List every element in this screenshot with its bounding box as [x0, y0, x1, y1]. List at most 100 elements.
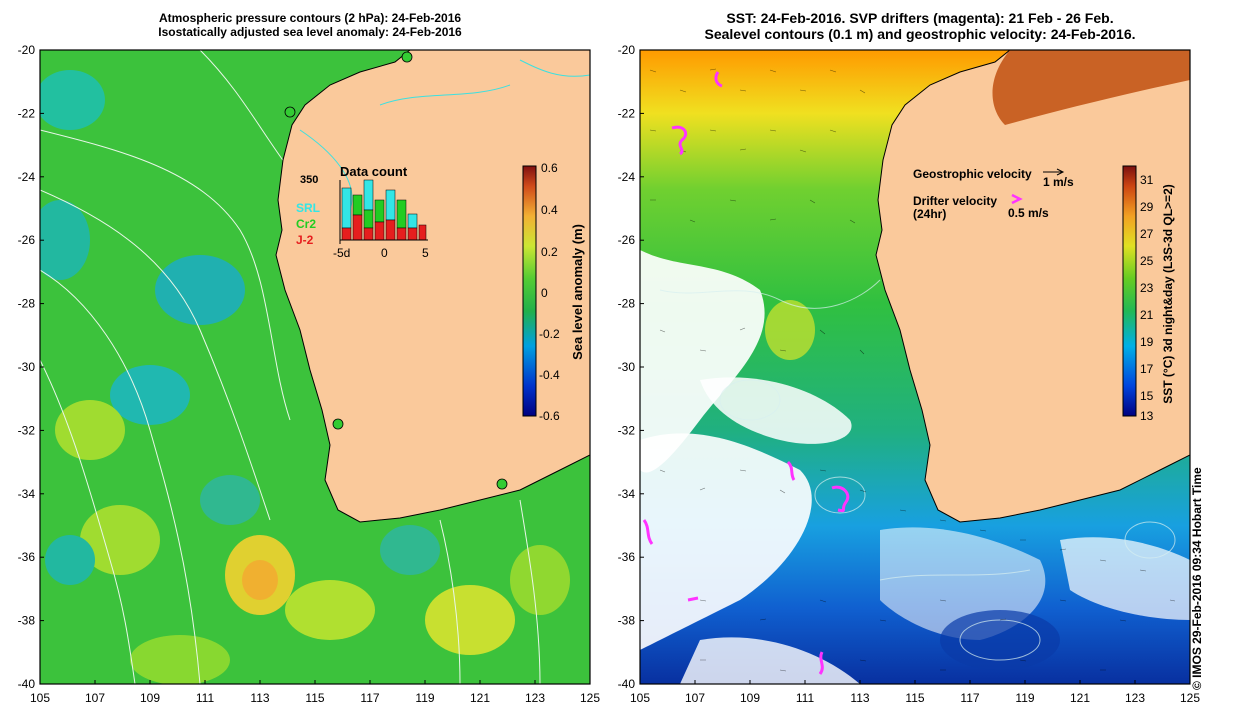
rivers-left: [299, 59, 590, 211]
sst-tick-6: 19: [1140, 335, 1154, 349]
data-count-inset: Data count 350 SRL Cr2 J-2 -5d 0 5: [296, 164, 429, 260]
sla-tick-1: 0.4: [541, 203, 558, 217]
warm-coastal-water: [992, 50, 1190, 125]
left-lon-tick: 113: [250, 691, 269, 705]
sst-tick-8: 15: [1140, 389, 1154, 403]
right-map: [639, 49, 1191, 685]
sla-tick-4: -0.2: [539, 327, 560, 341]
geo-velocity-scale: 1 m/s: [1043, 175, 1074, 189]
sst-tick-3: 25: [1140, 254, 1154, 268]
right-lat-tick: -40: [618, 677, 636, 691]
right-lon-tick: 111: [796, 691, 815, 705]
left-lat-tick: -26: [18, 233, 36, 247]
sst-tick-2: 27: [1140, 227, 1154, 241]
velocity-legend: Geostrophic velocity 1 m/s Drifter veloc…: [913, 167, 1074, 221]
right-title-line1: SST: 24-Feb-2016. SVP drifters (magenta)…: [726, 10, 1114, 26]
left-lat-tick: -38: [18, 614, 36, 628]
land-australia-right: [875, 50, 1190, 523]
legend-j2: J-2: [296, 233, 314, 247]
left-lat-tick: -36: [18, 550, 36, 564]
right-lat-tick: -36: [618, 550, 636, 564]
left-title-line1: Atmospheric pressure contours (2 hPa): 2…: [158, 11, 462, 25]
sla-anomaly-blobs: [40, 70, 570, 684]
drifter-velocity-sub: (24hr): [913, 207, 946, 221]
sla-tick-2: 0.2: [541, 245, 558, 259]
left-lat-tick: -30: [18, 360, 36, 374]
sla-colorbar: 0.6 0.4 0.2 0 -0.2 -0.4 -0.6 Sea level a…: [522, 161, 585, 423]
sla-tick-6: -0.6: [539, 409, 560, 423]
right-map-title: SST: 24-Feb-2016. SVP drifters (magenta)…: [660, 10, 1180, 42]
left-lon-tick: 111: [196, 691, 215, 705]
right-lon-tick: 117: [960, 691, 979, 705]
drifter-scale-chevron: [1011, 193, 1023, 205]
left-lon-tick: 119: [415, 691, 434, 705]
geo-velocity-label: Geostrophic velocity: [913, 167, 1032, 181]
inset-bars: [341, 179, 427, 241]
left-lon-tick: 107: [85, 691, 105, 705]
left-title-line2: Isostatically adjusted sea level anomaly…: [158, 25, 462, 39]
left-lat-tick: -22: [18, 106, 36, 120]
inset-title: Data count: [340, 164, 408, 179]
inset-ymax: 350: [300, 174, 318, 186]
right-lon-tick: 109: [740, 691, 760, 705]
left-lat-tick: -24: [18, 170, 36, 184]
right-lat-tick: -24: [618, 170, 636, 184]
left-lon-tick: 105: [30, 691, 50, 705]
right-lon-tick: 107: [685, 691, 705, 705]
right-lon-tick: 123: [1125, 691, 1145, 705]
right-lat-tick: -38: [618, 614, 636, 628]
right-lat-tick: -22: [618, 106, 636, 120]
left-map: [39, 49, 591, 685]
left-lat-tick: -34: [18, 487, 36, 501]
sst-tick-5: 21: [1140, 308, 1154, 322]
sst-tick-1: 29: [1140, 200, 1154, 214]
left-lon-tick: 117: [360, 691, 379, 705]
legend-cr2: Cr2: [296, 217, 316, 231]
imos-credit: © IMOS 29-Feb-2016 09:34 Hobart Time: [1190, 467, 1204, 690]
sst-tick-7: 17: [1140, 362, 1154, 376]
pressure-contours: [40, 50, 541, 684]
right-lat-tick: -34: [618, 487, 636, 501]
right-lon-tick: 125: [1180, 691, 1200, 705]
sst-cloud-gaps: [640, 250, 1190, 684]
drifter-velocity-scale: 0.5 m/s: [1008, 206, 1049, 220]
left-lat-tick: -20: [18, 43, 36, 57]
right-lat-tick: -32: [618, 423, 636, 437]
left-map-title: Atmospheric pressure contours (2 hPa): 2…: [80, 11, 540, 39]
sla-colorbar-label: Sea level anomaly (m): [570, 224, 585, 360]
inset-xtick-m5: -5d: [333, 246, 350, 260]
sla-tick-0: 0.6: [541, 161, 558, 175]
svp-drifter-tracks: [642, 71, 850, 675]
inset-xtick-5: 5: [422, 246, 429, 260]
drifter-velocity-label: Drifter velocity: [913, 194, 997, 208]
land-australia-left: [275, 50, 590, 523]
right-lon-tick: 113: [850, 691, 869, 705]
sst-tick-4: 23: [1140, 281, 1154, 295]
right-lat-tick: -28: [618, 297, 636, 311]
left-lon-tick: 115: [305, 691, 324, 705]
right-lon-tick: 105: [630, 691, 650, 705]
inset-xtick-0: 0: [381, 246, 388, 260]
sla-tick-5: -0.4: [539, 368, 560, 382]
left-lon-tick: 109: [140, 691, 160, 705]
right-lon-tick: 119: [1015, 691, 1034, 705]
left-lat-tick: -40: [18, 677, 36, 691]
right-lat-tick: -26: [618, 233, 636, 247]
right-lat-tick: -30: [618, 360, 636, 374]
right-title-line2: Sealevel contours (0.1 m) and geostrophi…: [704, 26, 1136, 42]
sst-tick-9: 13: [1140, 409, 1154, 423]
left-lat-tick: -28: [18, 297, 36, 311]
right-lon-tick: 121: [1070, 691, 1090, 705]
sst-colorbar-label: SST (°C) 3d night&day (L3S-3d QL>=2): [1161, 184, 1175, 404]
legend-srl: SRL: [296, 201, 320, 215]
sst-colorbar: 31 29 27 25 23 21 19 17 15 13 SST (°C) 3…: [1122, 165, 1175, 423]
left-lon-tick: 121: [470, 691, 490, 705]
sla-tick-3: 0: [541, 286, 548, 300]
left-lon-tick: 125: [580, 691, 600, 705]
geostrophic-velocity-arrows: [649, 68, 1176, 672]
sealevel-contours: [659, 279, 1176, 661]
left-lon-tick: 123: [525, 691, 545, 705]
left-lat-tick: -32: [18, 423, 36, 437]
